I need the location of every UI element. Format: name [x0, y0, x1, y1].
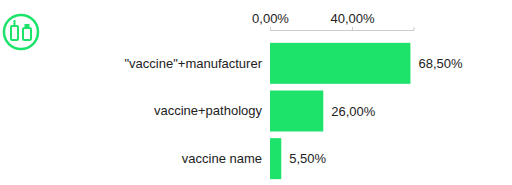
bars: [270, 43, 410, 179]
icon: [4, 15, 38, 49]
category-label: "vaccine"+manufacturer: [125, 56, 263, 71]
tick-mark: [352, 27, 353, 30]
category-label: vaccine+pathology: [154, 103, 263, 118]
tick-label: 0,00%: [252, 11, 289, 26]
bar: [270, 138, 281, 179]
icon-ring: [4, 15, 38, 49]
tick: "vaccine"+manufacturer: [125, 56, 263, 71]
tick-label: 40,00%: [330, 11, 375, 26]
tick-mark: [270, 27, 271, 30]
tick: vaccine+pathology: [154, 103, 263, 118]
tick: 0,00%: [252, 11, 289, 30]
value-axis: 0,00% 40,00%: [252, 11, 414, 31]
axis-line: [271, 27, 415, 31]
data-label: 68,50%: [418, 56, 463, 71]
bar: [270, 43, 410, 84]
category-axis: "vaccine"+manufacturer vaccine+pathology v…: [125, 56, 263, 166]
icon-cap: [25, 24, 30, 27]
data-label: 5,50%: [289, 151, 326, 166]
icon-bottle: [23, 28, 31, 40]
category-label: vaccine name: [182, 151, 262, 166]
tick: 40,00%: [330, 11, 375, 30]
tick: vaccine name: [182, 151, 262, 166]
chart: 0,00% 40,00% "vaccine"+manufacturer vaccine…: [0, 0, 512, 185]
data-label: 26,00%: [331, 104, 376, 119]
bar: [270, 91, 323, 132]
icon-vial: [11, 26, 18, 40]
data-labels: 68,50% 26,00% 5,50%: [289, 56, 463, 166]
icon-needle: [14, 20, 16, 26]
